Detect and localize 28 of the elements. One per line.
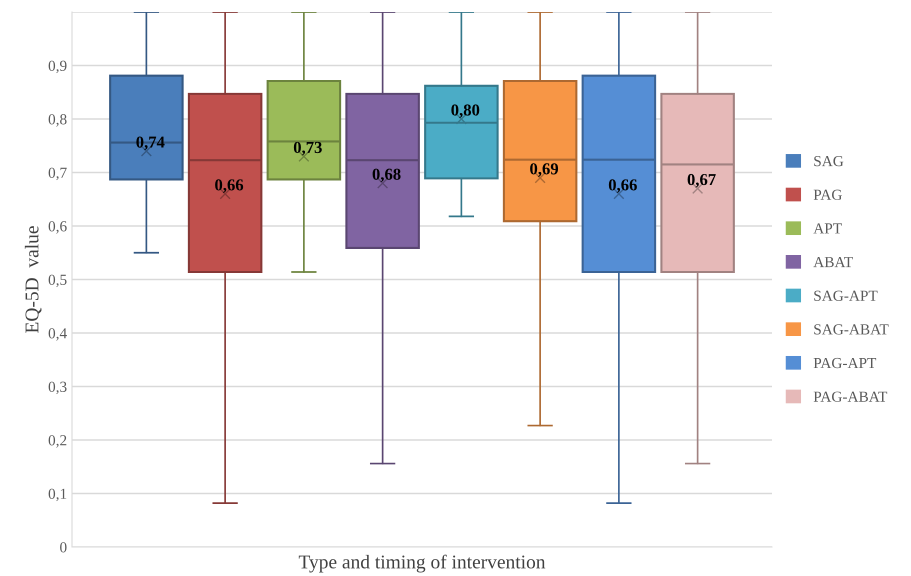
text: 0,67 <box>688 174 716 188</box>
text: 0,73 <box>294 142 322 156</box>
y-tick-label: 0,3 <box>48 382 67 394</box>
y-tick-label: 0,1 <box>48 488 66 502</box>
text: 0,66 <box>215 179 244 193</box>
y-tick-label: 0,8 <box>48 114 67 127</box>
text: 0,66 <box>608 179 637 193</box>
y-tick-label: 0,7 <box>48 168 67 180</box>
legend-label: SAG <box>814 156 844 166</box>
y-axis-title: EQ-5D value <box>24 226 42 333</box>
y-tick-label: 0,5 <box>48 274 67 288</box>
legend-label: ABAT <box>813 256 853 268</box>
y-tick-label: 0,9 <box>48 60 67 74</box>
y-tick-label: 0,4 <box>48 328 67 341</box>
text: 0,69 <box>530 163 558 177</box>
legend-label: PAG-ABAT <box>814 392 888 402</box>
legend-label: SAG-ABAT <box>814 324 889 335</box>
legend-label: APT <box>813 223 842 234</box>
text: 0,68 <box>372 168 401 182</box>
legend-label: PAG-APT <box>814 358 876 368</box>
text: 0,74 <box>136 136 165 150</box>
y-tick-label: 0,6 <box>48 221 67 234</box>
legend-label: SAG-APT <box>814 290 878 301</box>
x-axis-title: Type and timing of intervention <box>298 554 546 573</box>
y-tick-label: 0 <box>60 542 67 552</box>
y-tick-label: 0,2 <box>48 435 66 448</box>
text: 0,80 <box>451 104 480 118</box>
legend-label: PAG <box>814 190 842 200</box>
